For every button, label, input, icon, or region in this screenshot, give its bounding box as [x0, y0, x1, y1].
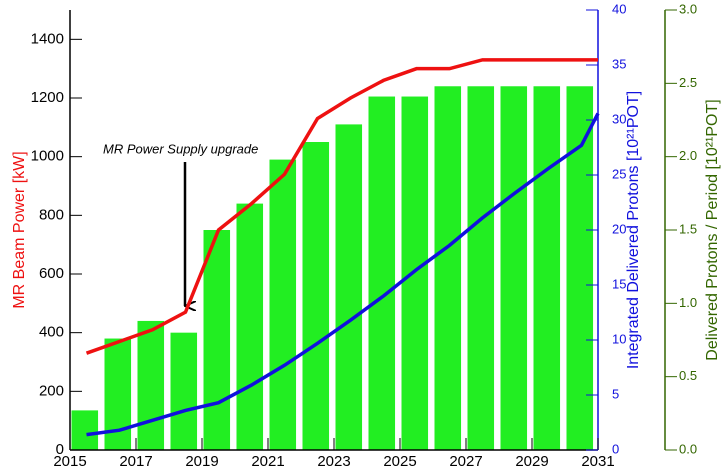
y-tick-label: 600 [39, 265, 64, 282]
bar [302, 142, 330, 450]
y-tick-label: 1000 [31, 148, 64, 165]
x-tick-label: 2025 [383, 453, 416, 470]
x-tick-label: 2029 [515, 453, 548, 470]
y-axis-title: MR Beam Power [kW] [11, 151, 28, 308]
line [85, 58, 598, 355]
bar [203, 230, 231, 450]
bar [236, 203, 264, 450]
y2-tick-label: 35 [612, 56, 626, 71]
bar [368, 96, 396, 451]
y2-tick-label: 10 [612, 331, 626, 346]
y2-tick-label: 5 [612, 386, 619, 401]
bar [335, 124, 363, 451]
y-tick-label: 1400 [31, 30, 64, 47]
x-tick-label: 2019 [185, 453, 218, 470]
y3-axis-title: Delivered Protons / Period [10²¹POT] [704, 99, 721, 360]
y2-tick-label: 40 [612, 1, 626, 16]
bar [500, 86, 528, 451]
bar [71, 410, 99, 450]
y2-tick-label: 20 [612, 221, 626, 236]
x-tick-label: 2027 [449, 453, 482, 470]
line [86, 112, 600, 437]
x-tick-label: 2031 [581, 453, 614, 470]
x-tick-label: 2023 [317, 453, 350, 470]
y2-tick-label: 30 [612, 111, 626, 126]
y3-tick-label: 2.5 [679, 75, 697, 90]
x-tick-label: 2017 [119, 453, 152, 470]
bar [401, 96, 429, 451]
y-tick-label: 400 [39, 324, 64, 341]
x-tick-label: 2021 [251, 453, 284, 470]
y2-tick-label: 0 [612, 441, 619, 456]
bar [137, 320, 165, 450]
annotation: MR Power Supply upgrade [103, 141, 258, 156]
bar [170, 332, 198, 450]
bar [434, 86, 462, 451]
y2-tick-label: 25 [612, 166, 626, 181]
y-tick-label: 800 [39, 206, 64, 223]
y-tick-label: 0 [56, 441, 64, 458]
y3-tick-label: 1.0 [679, 295, 697, 310]
bar [533, 86, 561, 451]
y3-tick-label: 0.0 [679, 441, 697, 456]
y2-tick-label: 15 [612, 276, 626, 291]
x-tick-label: 2015 [53, 453, 86, 470]
bar [467, 86, 495, 451]
y3-tick-label: 0.5 [679, 368, 697, 383]
y-tick-label: 200 [39, 382, 64, 399]
y3-tick-label: 2.0 [679, 148, 697, 163]
y2-axis-title: Integrated Delivered Protons [10²¹POT] [625, 91, 642, 369]
bar [269, 159, 297, 450]
y-tick-label: 1200 [31, 89, 64, 106]
y3-tick-label: 1.5 [679, 221, 697, 236]
y3-tick-label: 3.0 [679, 1, 697, 16]
